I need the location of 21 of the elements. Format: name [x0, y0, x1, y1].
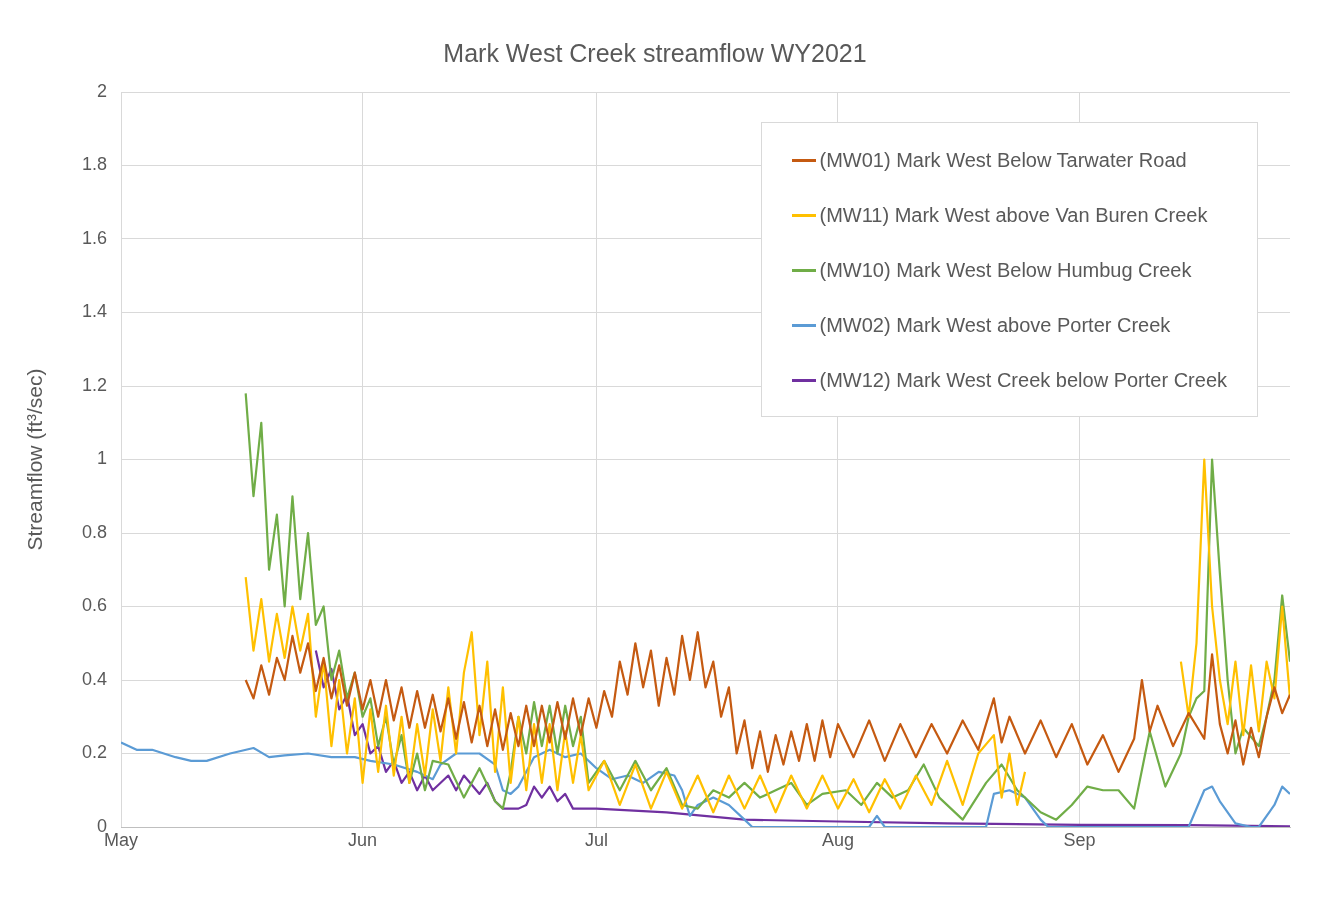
y-tick-label: 1: [96, 448, 107, 469]
legend-label: (MW02) Mark West above Porter Creek: [819, 314, 1171, 337]
chart-title: Mark West Creek streamflow WY2021: [443, 38, 867, 67]
y-tick-label: 1.4: [81, 301, 107, 322]
x-tick-label: Jun: [348, 829, 378, 850]
y-axis-title: Streamflow (ft³/sec): [23, 368, 47, 551]
y-tick-label: 0.6: [81, 595, 107, 616]
y-tick-label: 2: [96, 80, 107, 101]
x-tick-label: Sep: [1063, 829, 1096, 850]
legend-label: (MW10) Mark West Below Humbug Creek: [819, 259, 1192, 282]
y-tick-label: 1.8: [81, 154, 107, 175]
legend-label: (MW12) Mark West Creek below Porter Creek: [819, 369, 1227, 392]
y-tick-label: 0.2: [81, 742, 107, 763]
legend-label: (MW01) Mark West Below Tarwater Road: [819, 149, 1187, 172]
legend-label: (MW11) Mark West above Van Buren Creek: [819, 204, 1208, 227]
x-tick-label: Jul: [584, 829, 608, 850]
y-tick-label: 1.6: [81, 227, 107, 248]
x-tick-label: Aug: [821, 829, 854, 850]
y-tick-label: 0.4: [81, 668, 107, 689]
y-tick-label: 0.8: [81, 521, 107, 542]
y-tick-label: 1.2: [81, 374, 107, 395]
